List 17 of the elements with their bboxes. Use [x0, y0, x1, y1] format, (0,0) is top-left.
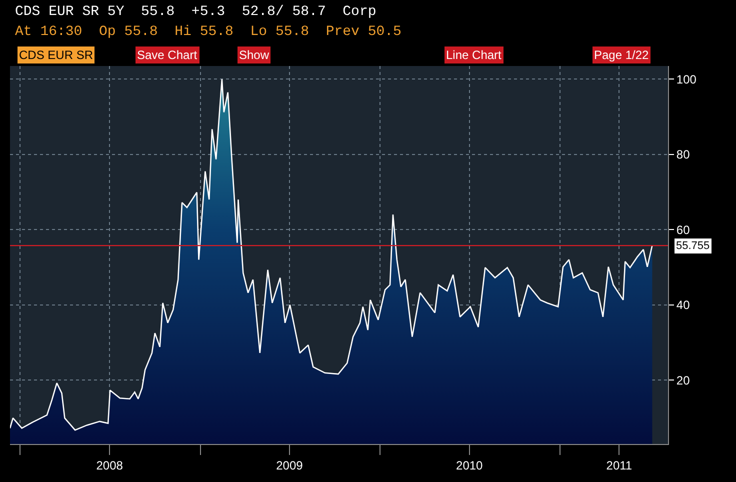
y-tick-label: 40: [676, 298, 690, 312]
text: Save Chart: [137, 48, 198, 62]
x-tick-label: 2010: [456, 458, 484, 472]
text: Show: [239, 48, 270, 62]
text: CDS EUR SR: [19, 48, 94, 62]
y-tick-label: 60: [676, 222, 690, 237]
x-tick-label: 2008: [96, 458, 124, 472]
x-tick-label: 2009: [276, 458, 304, 472]
text: Line Chart: [446, 48, 502, 62]
chart-title: CDS EUR SR 5Y 55.8 +5.3 52.8/ 58.7 Corp: [15, 4, 376, 20]
y-tick-label: 20: [676, 373, 690, 388]
y-tick-label: 80: [676, 148, 690, 162]
x-tick-label: 2011: [606, 458, 632, 472]
chart-subtitle: At 16:30 Op 55.8 Hi 55.8 Lo 55.8 Prev 50.5: [15, 24, 402, 40]
y-tick-label: 100: [676, 72, 697, 86]
ref-line-label: 55.755: [676, 240, 710, 252]
text: Page 1/22: [594, 48, 650, 62]
